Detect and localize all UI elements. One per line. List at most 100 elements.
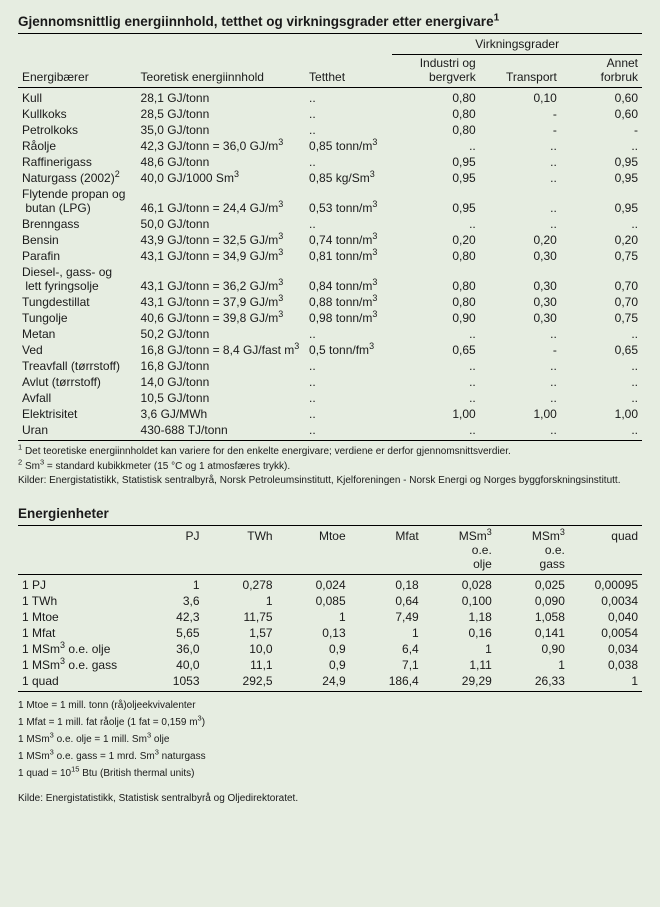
cell: 10,5 GJ/tonn [137, 390, 305, 406]
table2: PJTWhMtoeMfatMSm3o.e.oljeMSm3o.e.gassqua… [18, 525, 642, 692]
cell: 1,11 [423, 657, 496, 673]
cell: 0,0034 [569, 593, 642, 609]
th: Mfat [350, 525, 423, 574]
row-label: 1 Mfat [18, 625, 130, 641]
cell: .. [392, 374, 479, 390]
cell: 1,00 [561, 406, 642, 422]
cell: .. [305, 106, 392, 122]
table-row: Uran430-688 TJ/tonn........ [18, 422, 642, 441]
cell: .. [561, 138, 642, 154]
cell: .. [480, 422, 561, 441]
cell: 0,65 [561, 342, 642, 358]
cell: .. [480, 326, 561, 342]
cell: 0,85 tonn/m3 [305, 138, 392, 154]
cell: 0,10 [480, 88, 561, 107]
cell: 1 [277, 609, 350, 625]
cell: 0,13 [277, 625, 350, 641]
th-annet: Annetforbruk [561, 55, 642, 88]
row-label: 1 MSm3 o.e. olje [18, 641, 130, 657]
cell: 0,95 [561, 186, 642, 216]
cell: .. [392, 422, 479, 441]
cell: .. [305, 216, 392, 232]
footnote: Kilder: Energistatistikk, Statistisk sen… [18, 474, 642, 488]
page: Gjennomsnittlig energiinnhold, tetthet o… [0, 0, 660, 822]
row-label: 1 TWh [18, 593, 130, 609]
cell: 0,038 [569, 657, 642, 673]
cell: .. [561, 390, 642, 406]
cell: 0,98 tonn/m3 [305, 310, 392, 326]
cell: 0,80 [392, 122, 479, 138]
cell: Raffinerigass [18, 154, 137, 170]
cell: 0,20 [392, 232, 479, 248]
cell: Treavfall (tørrstoff) [18, 358, 137, 374]
cell: 0,80 [392, 264, 479, 294]
th: MSm3o.e.gass [496, 525, 569, 574]
cell: .. [305, 358, 392, 374]
th: Mtoe [277, 525, 350, 574]
cell: 0,00095 [569, 574, 642, 593]
table-row: 1 quad1053292,524,9186,429,2926,331 [18, 673, 642, 692]
cell: Råolje [18, 138, 137, 154]
cell: 0,70 [561, 294, 642, 310]
table-row: Petrolkoks35,0 GJ/tonn..0,80-- [18, 122, 642, 138]
cell: 0,80 [392, 248, 479, 264]
cell: 0,80 [392, 106, 479, 122]
cell: .. [392, 216, 479, 232]
cell: Kull [18, 88, 137, 107]
cell: 1,058 [496, 609, 569, 625]
cell: 0,95 [392, 170, 479, 186]
cell: - [480, 122, 561, 138]
cell: .. [305, 154, 392, 170]
cell: Bensin [18, 232, 137, 248]
cell: 40,0 [130, 657, 203, 673]
cell: .. [480, 390, 561, 406]
cell: 0,70 [561, 264, 642, 294]
cell: 1 [423, 641, 496, 657]
cell: - [561, 122, 642, 138]
th-energibaerer: Energibærer [18, 55, 137, 88]
cell: 0,80 [392, 294, 479, 310]
cell: .. [305, 390, 392, 406]
cell: 0,95 [561, 170, 642, 186]
footnote: 1 Det teoretiske energiinnholdet kan var… [18, 445, 642, 459]
cell: .. [561, 374, 642, 390]
cell: .. [305, 122, 392, 138]
cell: Diesel-, gass- og lett fyringsolje [18, 264, 137, 294]
table-row: Kullkoks28,5 GJ/tonn..0,80-0,60 [18, 106, 642, 122]
cell: 1 [496, 657, 569, 673]
cell: 0,16 [423, 625, 496, 641]
cell: 36,0 [130, 641, 203, 657]
cell: 0,141 [496, 625, 569, 641]
cell: 0,95 [392, 154, 479, 170]
cell: 0,278 [204, 574, 277, 593]
cell: 0,30 [480, 294, 561, 310]
cell: .. [305, 88, 392, 107]
th-transport: Transport [480, 55, 561, 88]
cell: 0,90 [392, 310, 479, 326]
cell: .. [561, 422, 642, 441]
table-row: 1 Mtoe42,311,7517,491,181,0580,040 [18, 609, 642, 625]
cell: 40,6 GJ/tonn = 39,8 GJ/m3 [137, 310, 305, 326]
cell: 186,4 [350, 673, 423, 692]
cell: 35,0 GJ/tonn [137, 122, 305, 138]
cell: .. [561, 358, 642, 374]
definition: 1 MSm3 o.e. gass = 1 mrd. Sm3 naturgass [18, 749, 642, 764]
cell: 3,6 [130, 593, 203, 609]
definition: 1 MSm3 o.e. olje = 1 mill. Sm3 olje [18, 732, 642, 747]
cell: .. [480, 216, 561, 232]
cell: 50,2 GJ/tonn [137, 326, 305, 342]
cell: .. [392, 138, 479, 154]
cell: 7,49 [350, 609, 423, 625]
th: quad [569, 525, 642, 574]
cell: 0,040 [569, 609, 642, 625]
cell: 0,034 [569, 641, 642, 657]
cell: 0,53 tonn/m3 [305, 186, 392, 216]
cell: 11,75 [204, 609, 277, 625]
cell: 26,33 [496, 673, 569, 692]
cell: 0,74 tonn/m3 [305, 232, 392, 248]
cell: 16,8 GJ/tonn = 8,4 GJ/fast m3 [137, 342, 305, 358]
cell: .. [480, 138, 561, 154]
cell: 42,3 GJ/tonn = 36,0 GJ/m3 [137, 138, 305, 154]
definition: 1 Mtoe = 1 mill. tonn (rå)oljeekvivalent… [18, 698, 642, 713]
table-row: Metan50,2 GJ/tonn........ [18, 326, 642, 342]
